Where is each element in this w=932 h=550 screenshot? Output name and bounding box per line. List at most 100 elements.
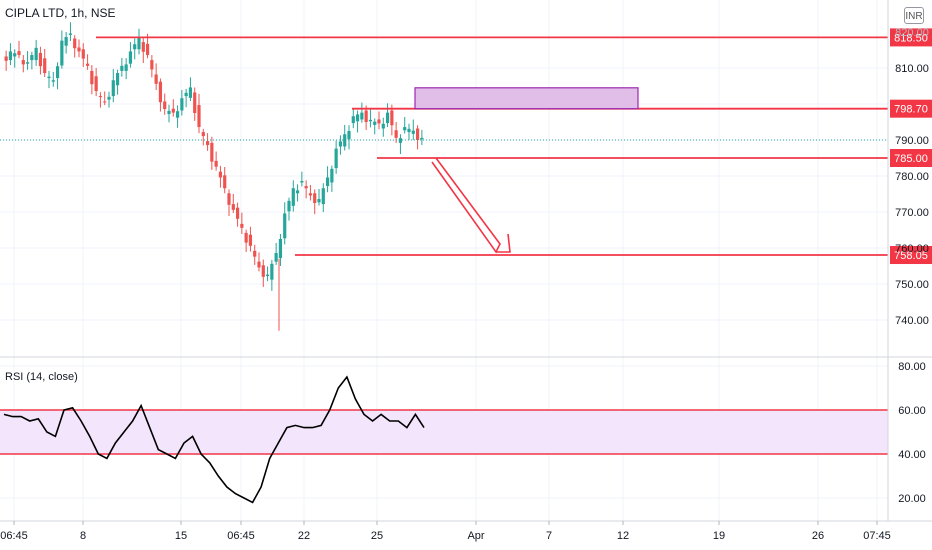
price-tick-label: 820.00 xyxy=(895,27,929,39)
candle-body xyxy=(188,87,193,98)
target-zone[interactable] xyxy=(414,87,639,110)
candle-body xyxy=(240,223,244,228)
chart-title: CIPLA LTD, 1h, NSE xyxy=(5,6,116,20)
candle-body xyxy=(368,119,373,122)
time-tick-label: 19 xyxy=(713,530,725,542)
time-tick-label: 12 xyxy=(617,530,629,542)
rsi-legend: RSI (14, close) xyxy=(5,371,78,383)
candle-body xyxy=(21,60,25,65)
candle-body xyxy=(120,65,124,71)
time-tick-label: 25 xyxy=(371,530,383,542)
candle-body xyxy=(4,56,8,61)
price-level-label: 785.00 xyxy=(894,153,928,165)
candle-body xyxy=(197,105,201,128)
candle-body xyxy=(13,53,17,57)
price-level-label: 758.05 xyxy=(894,250,928,262)
candle-body xyxy=(308,193,313,196)
candle-body xyxy=(137,37,141,50)
time-tick-label: 07:45 xyxy=(863,530,891,542)
price-tick-label: 790.00 xyxy=(895,135,929,147)
price-tick-label: 740.00 xyxy=(895,315,929,327)
candle-body xyxy=(355,114,360,122)
candle-body xyxy=(248,234,253,246)
candle-body xyxy=(17,51,21,56)
time-tick-label: 15 xyxy=(175,530,187,542)
down-arrow-shaft[interactable] xyxy=(431,157,501,254)
candle-body xyxy=(377,119,381,124)
candle-body xyxy=(278,239,283,259)
candle-body xyxy=(274,253,278,262)
candle-body xyxy=(124,64,128,71)
candle-body xyxy=(265,274,270,277)
rsi-band-fill xyxy=(0,410,888,454)
candle-body xyxy=(330,168,334,183)
candle-body xyxy=(313,193,317,203)
candle-body xyxy=(244,232,248,243)
candle-body xyxy=(398,138,403,143)
currency-badge[interactable]: INR xyxy=(904,7,924,24)
candle-body xyxy=(103,101,107,103)
candle-body xyxy=(163,101,167,110)
candle-body xyxy=(128,51,133,64)
candle-body xyxy=(64,37,68,46)
rsi-series xyxy=(3,375,425,504)
candle-body xyxy=(300,181,304,183)
candle-body xyxy=(25,62,30,64)
rsi-band xyxy=(0,409,888,455)
candle-body xyxy=(145,43,150,56)
down-arrow-head[interactable] xyxy=(496,233,511,253)
candle-body xyxy=(115,73,120,86)
candle-body xyxy=(158,81,163,103)
candle-body xyxy=(193,92,197,113)
candle-body xyxy=(223,175,227,189)
candle-body xyxy=(201,132,205,137)
candle-body xyxy=(167,110,171,115)
rsi-line xyxy=(3,375,425,504)
candle-body xyxy=(407,128,411,133)
candle-body xyxy=(343,134,347,147)
candle-body xyxy=(47,76,51,79)
candle-body xyxy=(411,130,415,134)
candle-body xyxy=(420,137,424,140)
rsi-tick-label: 60.00 xyxy=(898,405,926,417)
time-tick-label: 06:45 xyxy=(0,530,28,542)
drawings[interactable] xyxy=(0,36,888,256)
candle-body xyxy=(334,148,338,169)
price-level-label: 798.70 xyxy=(894,104,928,116)
candle-body xyxy=(338,141,343,147)
time-tick-label: 22 xyxy=(298,530,310,542)
candle-body xyxy=(385,112,390,124)
candle-body xyxy=(98,96,103,98)
time-tick-label: 7 xyxy=(546,530,552,542)
candle-body xyxy=(81,49,85,59)
candle-body xyxy=(154,74,158,84)
candle-body xyxy=(257,261,261,268)
candle-body xyxy=(394,130,398,138)
candle-body xyxy=(253,250,257,257)
candle-body xyxy=(360,112,364,120)
candle-body xyxy=(73,38,77,49)
candle-body xyxy=(77,47,81,52)
price-tick-label: 810.00 xyxy=(895,63,929,75)
price-level-label: 818.50 xyxy=(894,32,928,44)
time-tick-label: Apr xyxy=(467,530,484,542)
price-label-bg xyxy=(890,99,932,118)
time-tick-label: 06:45 xyxy=(227,530,255,542)
price-tick-label: 770.00 xyxy=(895,207,929,219)
candle-body xyxy=(261,265,265,277)
time-tick-label: 8 xyxy=(80,530,86,542)
candle-body xyxy=(180,98,184,111)
candle-body xyxy=(390,110,394,126)
candle-body xyxy=(184,92,188,97)
candle-body xyxy=(38,52,43,67)
time-tick-label: 26 xyxy=(812,530,824,542)
candle-body xyxy=(150,60,154,70)
candle-body xyxy=(205,141,210,146)
candle-body xyxy=(8,51,13,61)
candle-body xyxy=(111,80,115,97)
candle-body xyxy=(364,110,368,122)
rsi-tick-label: 40.00 xyxy=(898,449,926,461)
candle-body xyxy=(283,213,287,239)
